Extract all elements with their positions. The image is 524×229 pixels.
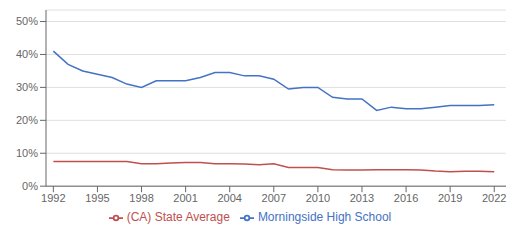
svg-text:2019: 2019 — [438, 192, 462, 204]
svg-text:2004: 2004 — [217, 192, 241, 204]
svg-text:40%: 40% — [16, 48, 38, 60]
svg-text:2010: 2010 — [306, 192, 330, 204]
svg-text:1995: 1995 — [85, 192, 109, 204]
svg-text:0%: 0% — [22, 180, 38, 192]
svg-text:1998: 1998 — [129, 192, 153, 204]
svg-text:30%: 30% — [16, 81, 38, 93]
svg-text:2013: 2013 — [350, 192, 374, 204]
svg-text:2001: 2001 — [173, 192, 197, 204]
html-text:(CA) State Average: (CA) State Average — [126, 210, 230, 225]
svg-text:20%: 20% — [16, 114, 38, 126]
svg-text:50%: 50% — [16, 15, 38, 27]
svg-text:2022: 2022 — [482, 192, 506, 204]
svg-text:2016: 2016 — [394, 192, 418, 204]
html-text:Morningside High School: Morningside High School — [257, 210, 392, 225]
svg-text:2007: 2007 — [262, 192, 286, 204]
svg-text:10%: 10% — [16, 147, 38, 159]
svg-text:1992: 1992 — [41, 192, 65, 204]
